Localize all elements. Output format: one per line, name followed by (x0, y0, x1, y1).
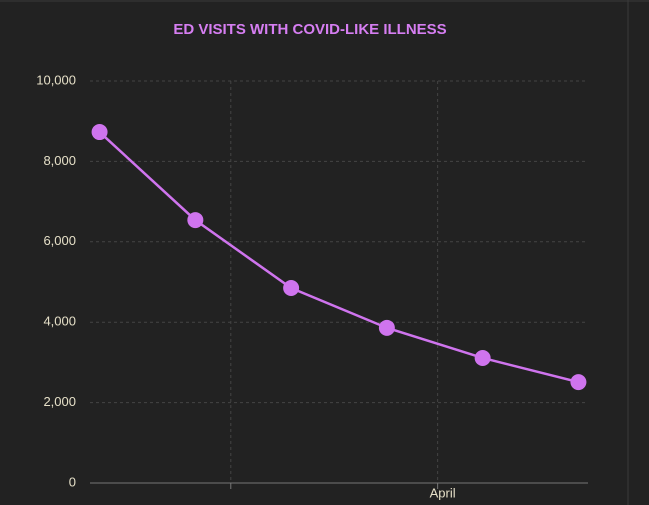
data-point (474, 349, 491, 366)
y-tick-label: 6,000 (43, 233, 76, 248)
y-tick-label: 4,000 (43, 314, 76, 329)
data-point (91, 124, 108, 141)
x-tick-label: April (430, 485, 456, 500)
y-tick-label: 8,000 (43, 153, 76, 168)
data-point (570, 374, 587, 391)
data-point (283, 280, 300, 297)
y-tick-label: 0 (69, 474, 76, 489)
series-line (98, 131, 579, 384)
y-tick-label: 2,000 (43, 394, 76, 409)
data-point (187, 212, 204, 229)
y-tick-label: 10,000 (36, 72, 76, 87)
chart-title: ED VISITS WITH COVID-LIKE ILLNESS (173, 21, 446, 38)
data-point (378, 319, 395, 336)
